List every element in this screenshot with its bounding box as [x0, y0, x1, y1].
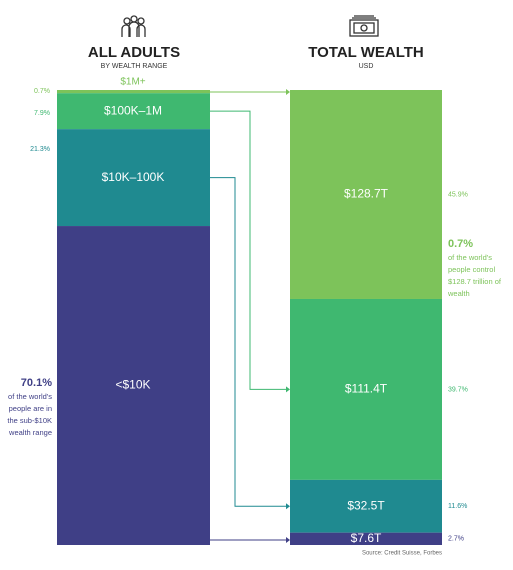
category-label: $10K–100K [102, 170, 165, 184]
value-label: $111.4T [345, 382, 388, 396]
money-icon [349, 15, 379, 37]
segment [290, 90, 442, 299]
segment [57, 90, 210, 94]
percent-label: 21.3% [30, 146, 50, 153]
share-label: 11.6% [448, 503, 467, 510]
source: Source: Credit Suisse, Forbes [362, 551, 442, 557]
segment [290, 298, 442, 480]
segment [57, 226, 210, 546]
share-label: 45.9% [448, 191, 468, 198]
annotation: of the world's people control $128.7 trill… [447, 253, 502, 298]
segment [290, 532, 442, 545]
share-label: 2.7% [448, 536, 464, 543]
column-subtitle: BY WEALTH RANGE [101, 63, 168, 70]
column-title: TOTAL WEALTH [308, 44, 424, 61]
arrowhead [286, 89, 290, 95]
arrowhead [286, 503, 290, 510]
segment [290, 479, 442, 533]
value-label: $32.5T [347, 498, 385, 512]
value-label: $7.6T [351, 531, 382, 545]
segment [57, 129, 210, 227]
arrowhead [286, 386, 290, 393]
percent-label: 0.7% [34, 88, 50, 95]
annotation: of the world's people are in the sub-$10K w… [7, 392, 52, 437]
connector [210, 177, 286, 507]
annotation-value: 0.7% [448, 238, 473, 250]
column-title: ALL ADULTS [88, 44, 180, 61]
arrowhead [286, 537, 290, 543]
category-label: $1M+ [120, 77, 145, 88]
column-subtitle: USD [359, 63, 374, 70]
annotation-value: 70.1% [21, 377, 52, 389]
people-icon [121, 15, 146, 37]
value-label: $128.7T [344, 187, 389, 201]
category-label: <$10K [115, 378, 150, 392]
share-label: 39.7% [448, 386, 468, 393]
segment [57, 93, 210, 130]
category-label: $100K–1M [104, 103, 162, 117]
percent-label: 7.9% [34, 110, 50, 117]
connector [210, 110, 286, 390]
